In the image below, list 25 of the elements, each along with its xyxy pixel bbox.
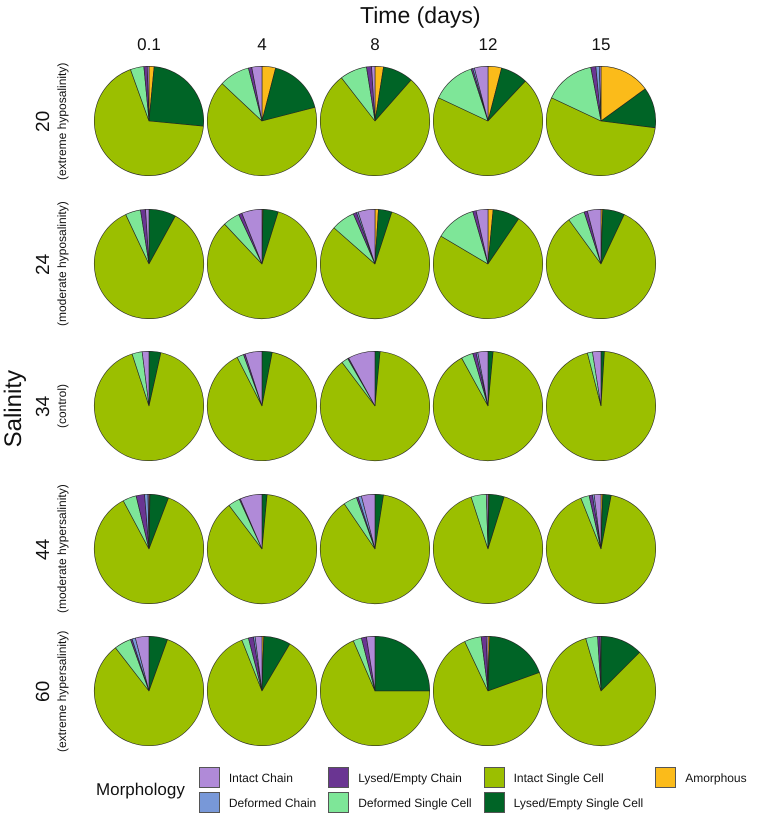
legend-label: Lysed/Empty Single Cell [514,796,644,810]
text: 20 [33,109,55,134]
legend-label: Deformed Chain [228,796,316,810]
legend-title: Morphology [96,780,185,800]
legend-label: Lysed/Empty Chain [358,770,462,784]
chart-title: 12 [478,35,498,55]
text: (extreme hypersalinity) [55,629,69,754]
text: (extreme hyposalinity) [55,61,69,182]
text: (moderate hyposalinity) [55,200,69,328]
chart-title: 15 [590,35,612,55]
text: Time (days) [360,2,481,29]
legend-label: Deformed Single Cell [358,796,472,810]
chart-title: 4 [256,35,268,55]
text: 24 [33,252,55,276]
text: (moderate hypersalinity) [55,483,69,615]
text: 34 [33,394,55,419]
text: Salinity [0,370,28,448]
chart-title: 0.1 [136,35,162,55]
legend-label: Amorphous [685,770,747,784]
text: 60 [33,679,55,704]
legend-label: Intact Single Cell [514,770,604,784]
text: 44 [33,536,55,562]
text: (control) [55,383,69,430]
legend-label: Intact Chain [228,770,293,784]
chart-title: 8 [369,35,381,55]
